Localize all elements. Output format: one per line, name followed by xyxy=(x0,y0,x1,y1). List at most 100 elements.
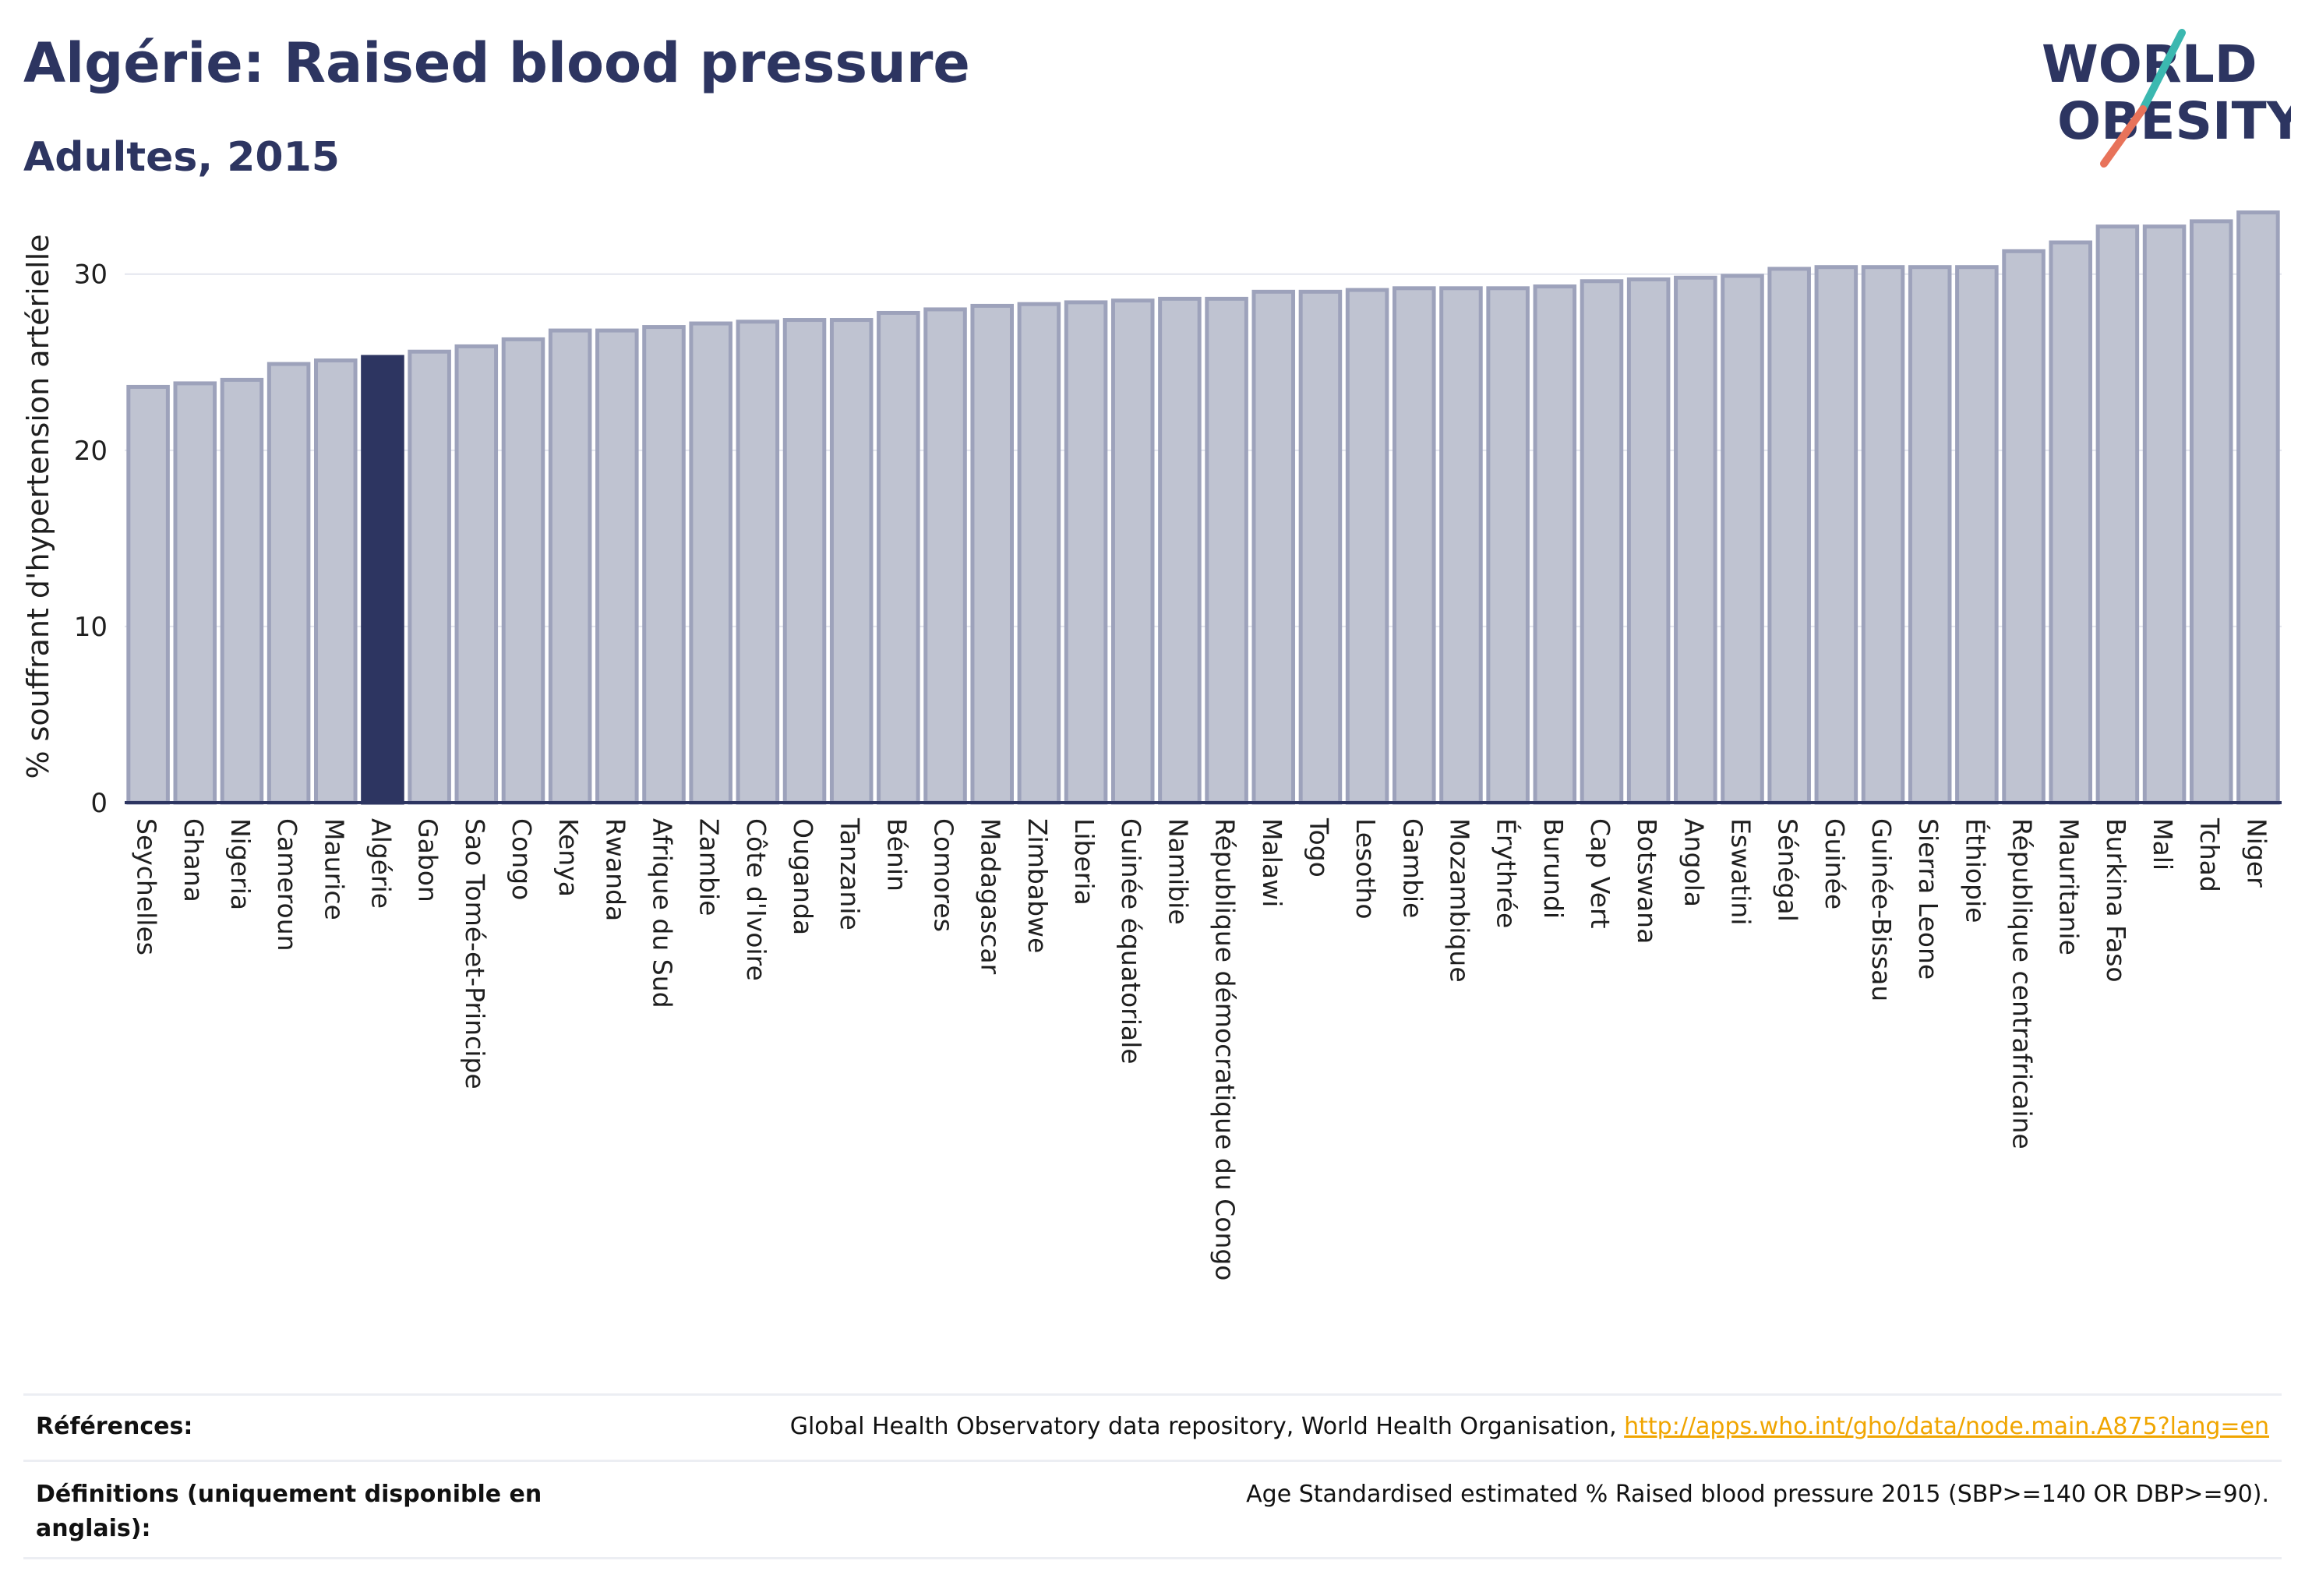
bar-chart: 0 10 20 30 Seychelles Ghana Nigeria Cameroun Ma… xyxy=(21,210,2282,1280)
x-tick-label: Ouganda xyxy=(788,818,818,935)
bar xyxy=(689,321,732,805)
references-label: Références: xyxy=(36,1413,193,1440)
x-tick-label: Rwanda xyxy=(600,818,630,921)
bar xyxy=(126,384,170,805)
bar xyxy=(220,377,264,805)
bar xyxy=(1110,298,1155,805)
bar xyxy=(1626,277,1671,805)
x-tick-label: Maurice xyxy=(319,818,349,920)
y-tick-label: 30 xyxy=(74,260,108,291)
bar xyxy=(1861,265,1905,805)
x-tick-label: Bénin xyxy=(881,818,912,892)
x-tick-label: Sao Tomé-et-Principe xyxy=(460,818,490,1089)
x-tick-label: Lesotho xyxy=(1350,818,1381,920)
references-text: Global Health Observatory data repositor… xyxy=(789,1413,1625,1440)
bar xyxy=(1908,265,1952,805)
bar xyxy=(173,381,217,805)
bar xyxy=(2095,224,2140,805)
bar xyxy=(1814,265,1858,805)
x-tick-label: Nigeria xyxy=(225,818,256,910)
x-tick-label: Burundi xyxy=(1538,818,1569,919)
x-tick-label: Eswatini xyxy=(1726,818,1756,925)
chart-subtitle: Adultes, 2015 xyxy=(23,134,340,181)
bar-highlight xyxy=(361,355,404,805)
references-row: Références: Global Health Observatory da… xyxy=(23,1393,2282,1460)
bar xyxy=(1767,267,1811,805)
bar xyxy=(2002,249,2046,805)
x-tick-label: Comores xyxy=(929,818,959,932)
x-tick-label: Namibie xyxy=(1163,818,1193,925)
x-tick-label: Togo xyxy=(1304,817,1334,877)
bar xyxy=(501,337,545,805)
x-tick-label: Liberia xyxy=(1069,818,1100,906)
bars-layer xyxy=(126,210,2280,805)
x-tick-label: Seychelles xyxy=(132,818,162,955)
y-tick-label: 20 xyxy=(74,436,108,467)
logo-slash-teal xyxy=(2139,29,2186,113)
definitions-label-line2: anglais): xyxy=(36,1515,151,1542)
x-tick-label: Burkina Faso xyxy=(2101,818,2131,983)
logo-text-world: WORLD xyxy=(2042,34,2257,94)
bar xyxy=(314,358,358,805)
bar xyxy=(642,325,686,805)
x-tick-label: Malawi xyxy=(1257,818,1287,907)
x-tick-label: Sierra Leone xyxy=(1913,818,1943,980)
bar xyxy=(970,303,1014,805)
definitions-row: Définitions (uniquement disponible en an… xyxy=(23,1460,2282,1559)
x-tick-label: Tchad xyxy=(2194,817,2225,892)
x-tick-label: Sénégal xyxy=(1773,818,1803,922)
bar xyxy=(923,307,967,805)
bar xyxy=(736,320,780,805)
bar xyxy=(1955,265,1999,805)
bar xyxy=(1298,289,1343,805)
definitions-value: Age Standardised estimated % Raised bloo… xyxy=(1246,1481,2269,1508)
definitions-label: Définitions (uniquement disponible en an… xyxy=(36,1478,542,1546)
bar xyxy=(595,328,639,805)
x-tick-label: Cap Vert xyxy=(1585,818,1615,929)
x-tick-label: Guinée xyxy=(1820,818,1850,909)
bar xyxy=(1205,296,1248,805)
bar xyxy=(877,310,920,805)
y-axis-label: % souffrant d'hypertension artérielle xyxy=(21,234,55,779)
bar xyxy=(1064,300,1108,805)
y-tick-labels: 0 10 20 30 xyxy=(74,260,108,819)
x-tick-label: Guinée équatoriale xyxy=(1116,818,1146,1065)
bar xyxy=(1345,288,1389,805)
x-tick-label: République démocratique du Congo xyxy=(1210,818,1241,1280)
x-tick-label: Érythrée xyxy=(1491,818,1523,928)
bar xyxy=(1674,275,1717,805)
bar xyxy=(548,328,592,805)
x-tick-label: Côte d'Ivoire xyxy=(741,818,771,981)
bar xyxy=(1158,296,1202,805)
x-tick-label: Guinée-Bissau xyxy=(1866,818,1897,1001)
x-tick-label: Congo xyxy=(507,818,537,900)
chart-title: Algérie: Raised blood pressure xyxy=(23,31,970,95)
x-tick-label: République centrafricaine xyxy=(2007,818,2038,1149)
bar xyxy=(267,362,311,805)
bar xyxy=(1486,286,1530,805)
definitions-label-line1: Définitions (uniquement disponible en xyxy=(36,1481,542,1508)
bar xyxy=(1393,286,1436,805)
bar xyxy=(1580,279,1624,805)
references-link[interactable]: http://apps.who.int/gho/data/node.main.A… xyxy=(1624,1413,2269,1440)
x-tick-label: Zimbabwe xyxy=(1022,818,1053,953)
logo-text-obesity: OBESITY xyxy=(2057,91,2291,151)
x-tick-label: Afrique du Sud xyxy=(648,818,678,1008)
bar xyxy=(454,344,499,805)
x-tick-label: Kenya xyxy=(553,818,584,897)
x-tick-label: Zambie xyxy=(694,818,725,916)
x-tick-label: Mozambique xyxy=(1444,818,1474,983)
bar xyxy=(782,318,827,805)
bar xyxy=(829,318,874,805)
bar xyxy=(2236,210,2280,805)
x-tick-label: Botswana xyxy=(1632,818,1662,944)
bar xyxy=(2049,240,2092,805)
bar xyxy=(1251,289,1296,805)
x-tick-label: Madagascar xyxy=(976,818,1006,975)
x-tick-labels: Seychelles Ghana Nigeria Cameroun Maurice Alg… xyxy=(132,817,2272,1280)
bar xyxy=(1721,274,1764,805)
bar xyxy=(1439,286,1483,805)
x-tick-label: Mali xyxy=(2148,818,2178,870)
x-tick-label: Gambie xyxy=(1397,818,1428,918)
x-tick-label: Angola xyxy=(1678,818,1709,907)
